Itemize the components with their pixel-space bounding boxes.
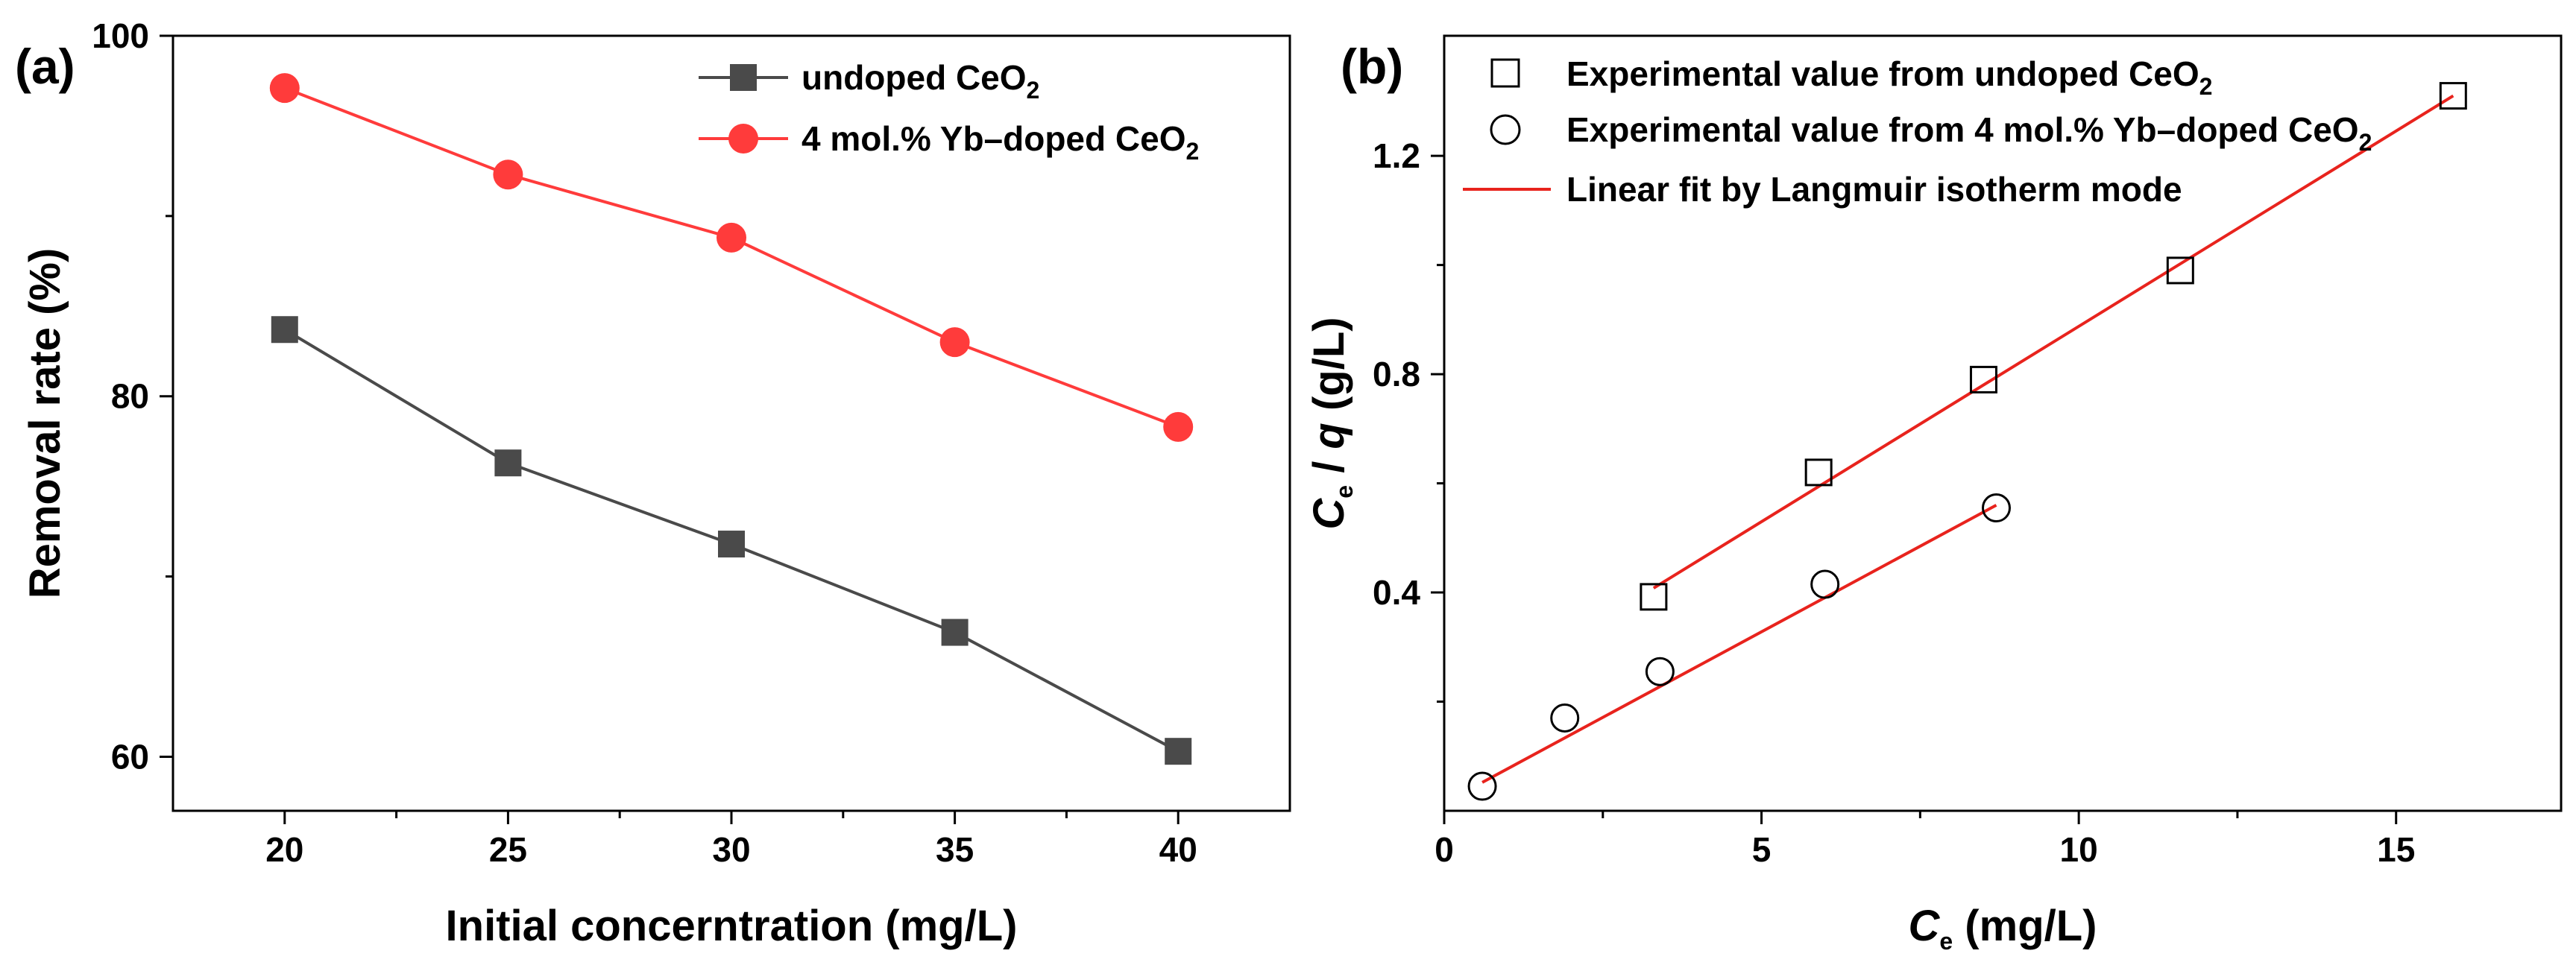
panel-b-point-undoped: [2166, 256, 2194, 285]
panel-a-ticks: 20 25 30 35 40 60 80 100: [92, 16, 1197, 869]
panel-b-x-tick-label: 0: [1435, 830, 1454, 869]
panel-b-x-tick-label: 15: [2377, 830, 2415, 869]
panel-b-y-axis-label: Ce / q (g/L): [1305, 317, 1358, 529]
panel-b-point-undoped: [1640, 583, 1668, 611]
panel-a-x-tick-label: 40: [1159, 830, 1197, 869]
panel-a-point-doped: [717, 222, 746, 253]
legend-b-label-undoped: Experimental value from undoped CeO2: [1566, 54, 2212, 100]
panel-a-x-tick-label: 20: [265, 830, 303, 869]
panel-b-frame: [1443, 34, 2563, 812]
panel-a-point-doped: [939, 327, 970, 358]
panel-a-label: (a): [15, 39, 75, 94]
panel-b: (b) 0 5 10 15 0.4 0.8 1.2 Ce (mg/L) Ce / q (g/…: [1305, 34, 2563, 955]
panel-a-point-doped: [269, 73, 300, 104]
legend-a-marker-doped: [728, 124, 758, 154]
legend-a-label-undoped: undoped CeO2: [802, 58, 1039, 104]
panel-a: (a) 20 25 30 35 40 60 80 100 Initial concerntra…: [15, 16, 1291, 950]
panel-b-point-doped: [1550, 703, 1580, 733]
legend-b-marker-doped: [1490, 114, 1521, 145]
panel-b-point-doped: [1810, 569, 1840, 599]
panel-b-point-doped: [1981, 493, 2011, 523]
panel-a-legend: undoped CeO2 4 mol.% Yb–doped CeO2: [699, 58, 1199, 165]
panel-b-ticks: 0 5 10 15 0.4 0.8 1.2: [1373, 136, 2415, 869]
panel-b-fit-line-0: [1652, 94, 2454, 589]
panel-a-point-doped: [1163, 411, 1194, 442]
panel-b-y-tick-label: 0.8: [1373, 355, 1420, 393]
panel-a-x-tick-label: 35: [936, 830, 974, 869]
panel-b-y-tick-label: 1.2: [1373, 136, 1420, 175]
legend-b-marker-undoped: [1490, 58, 1520, 88]
panel-b-point-doped: [1467, 771, 1497, 801]
panel-a-y-tick-label: 60: [111, 737, 149, 776]
panel-a-series: [269, 73, 1194, 765]
panel-a-x-tick-label: 25: [489, 830, 527, 869]
legend-a-marker-undoped: [730, 64, 757, 91]
panel-a-point-undoped: [718, 531, 745, 558]
panel-b-legend: Experimental value from undoped CeO2 Exp…: [1463, 54, 2372, 209]
panel-b-point-undoped: [1969, 365, 1997, 393]
panel-b-y-tick-label: 0.4: [1373, 573, 1420, 612]
legend-a-label-doped: 4 mol.% Yb–doped CeO2: [802, 119, 1199, 165]
panel-b-point-undoped: [1804, 458, 1833, 487]
legend-b-label-fit: Linear fit by Langmuir isotherm mode: [1566, 170, 2182, 209]
panel-b-point-undoped: [2439, 82, 2467, 110]
panel-b-point-doped: [1645, 657, 1675, 686]
panel-a-point-undoped: [494, 449, 522, 477]
panel-b-x-tick-label: 10: [2060, 830, 2098, 869]
panel-a-x-axis-label: Initial concerntration (mg/L): [446, 902, 1018, 950]
panel-a-y-tick-label: 100: [92, 16, 149, 55]
panel-a-point-undoped: [271, 316, 298, 344]
panel-a-x-tick-label: 30: [712, 830, 750, 869]
panel-a-point-undoped: [941, 619, 969, 646]
panel-b-label: (b): [1341, 39, 1403, 94]
panel-a-point-undoped: [1165, 738, 1192, 765]
panel-b-x-axis-label: Ce (mg/L): [1909, 902, 2097, 955]
panel-b-fit-line-1: [1481, 504, 1997, 784]
panel-a-y-axis-label: Removal rate (%): [21, 248, 69, 599]
panel-b-x-tick-label: 5: [1752, 830, 1772, 869]
legend-b-label-doped: Experimental value from 4 mol.% Yb–doped…: [1566, 110, 2372, 156]
panel-a-y-tick-label: 80: [111, 377, 149, 416]
panel-a-point-doped: [493, 159, 523, 190]
panel-b-series: [1467, 82, 2467, 801]
